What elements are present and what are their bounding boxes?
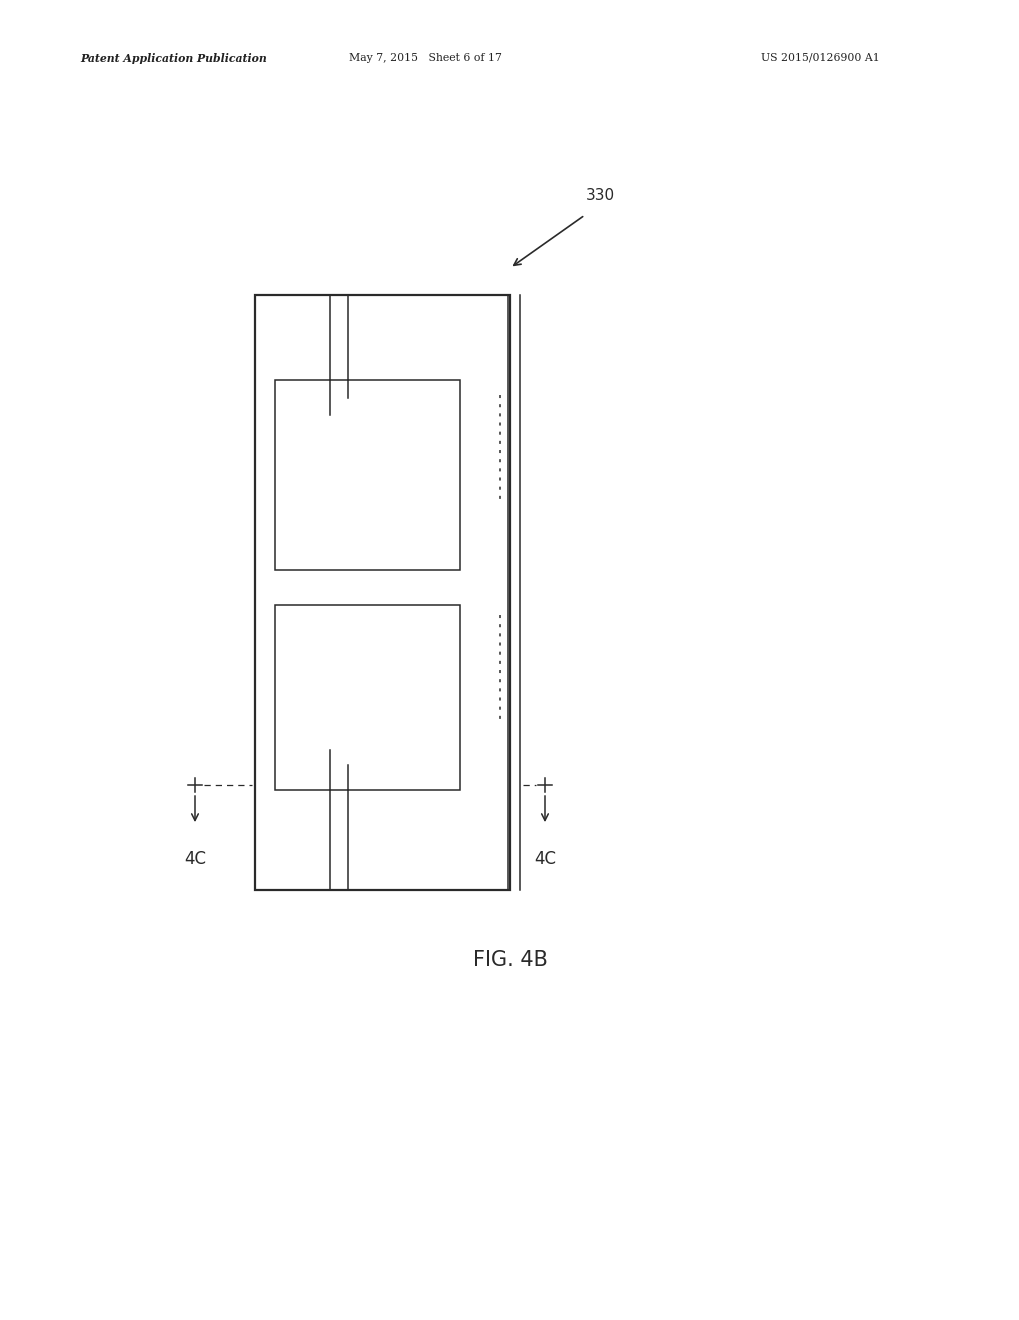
Text: 330: 330 xyxy=(585,187,614,202)
Text: US 2015/0126900 A1: US 2015/0126900 A1 xyxy=(760,53,878,63)
Bar xyxy=(275,380,460,570)
Text: 4C: 4C xyxy=(534,850,555,869)
Bar xyxy=(255,294,510,890)
Text: 4C: 4C xyxy=(183,850,206,869)
Text: May 7, 2015   Sheet 6 of 17: May 7, 2015 Sheet 6 of 17 xyxy=(348,53,501,63)
Bar xyxy=(275,605,460,789)
Text: Patent Application Publication: Patent Application Publication xyxy=(79,53,267,63)
Text: FIG. 4B: FIG. 4B xyxy=(472,950,547,970)
